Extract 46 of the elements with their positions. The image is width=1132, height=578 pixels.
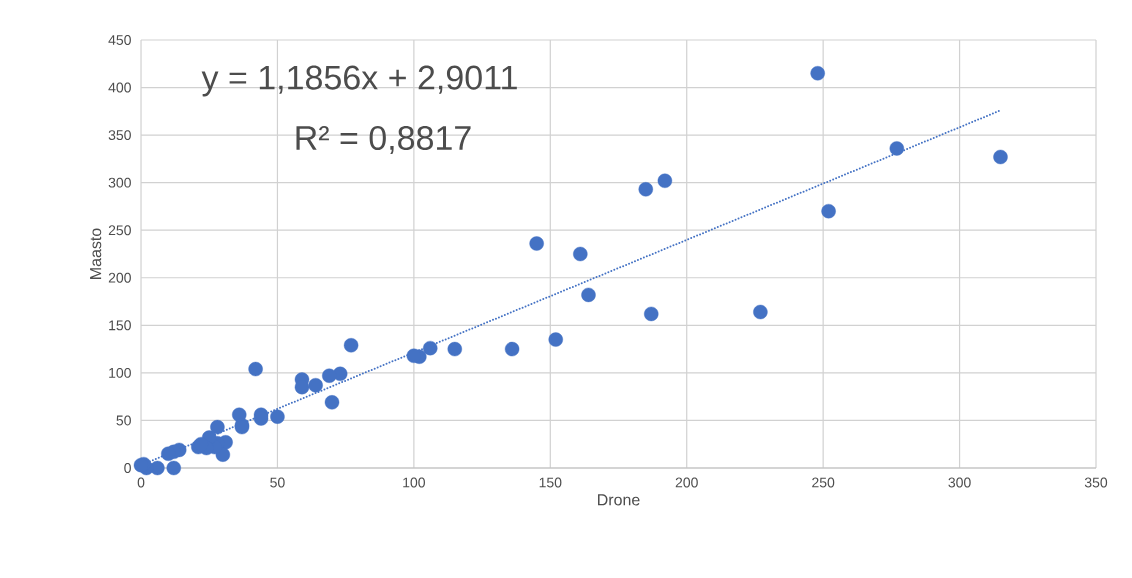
point	[529, 236, 544, 251]
y-tick-label: 400	[108, 82, 131, 93]
x-tick-label: 300	[948, 477, 971, 488]
point	[324, 395, 340, 410]
point	[638, 182, 653, 197]
point	[504, 341, 520, 357]
annotation: y = 1,1856x + 2,9011	[201, 65, 517, 97]
point	[889, 141, 905, 156]
y-tick-label: 300	[108, 177, 131, 188]
point	[343, 338, 359, 353]
x-tick-label: 50	[270, 477, 285, 488]
point	[581, 287, 596, 303]
point	[821, 203, 836, 219]
point	[423, 340, 438, 356]
y-tick-label: 250	[108, 225, 131, 236]
point	[270, 409, 285, 424]
point	[447, 341, 462, 357]
point	[248, 361, 263, 377]
point	[810, 66, 825, 81]
y-axis-title: Maasto	[90, 228, 102, 279]
point	[657, 173, 673, 188]
x-tick-label: 250	[812, 477, 835, 488]
point	[573, 246, 588, 262]
point	[644, 306, 659, 322]
y-tick-label: 0	[124, 463, 131, 473]
point	[548, 332, 563, 347]
y-tick-label: 150	[109, 320, 131, 331]
point	[210, 419, 225, 435]
y-tick-label: 200	[108, 272, 131, 283]
x-tick-label: 150	[539, 477, 562, 488]
point	[753, 304, 768, 320]
x-tick-label: 0	[137, 477, 145, 488]
point	[166, 460, 181, 476]
x-tick-label: 350	[1084, 477, 1108, 488]
x-tick-label: 200	[675, 477, 698, 488]
annotation: R² = 0,8817	[296, 125, 471, 155]
y-tick-label: 50	[116, 415, 131, 426]
point	[161, 446, 176, 461]
y-tick-label: 100	[109, 367, 131, 378]
point	[993, 149, 1008, 165]
x-axis-title: Drone	[598, 494, 640, 506]
x-tick-label: 100	[403, 477, 425, 488]
point	[308, 378, 323, 393]
y-tick-label: 350	[108, 130, 131, 141]
point	[322, 368, 337, 383]
y-tick-label: 450	[108, 35, 131, 45]
